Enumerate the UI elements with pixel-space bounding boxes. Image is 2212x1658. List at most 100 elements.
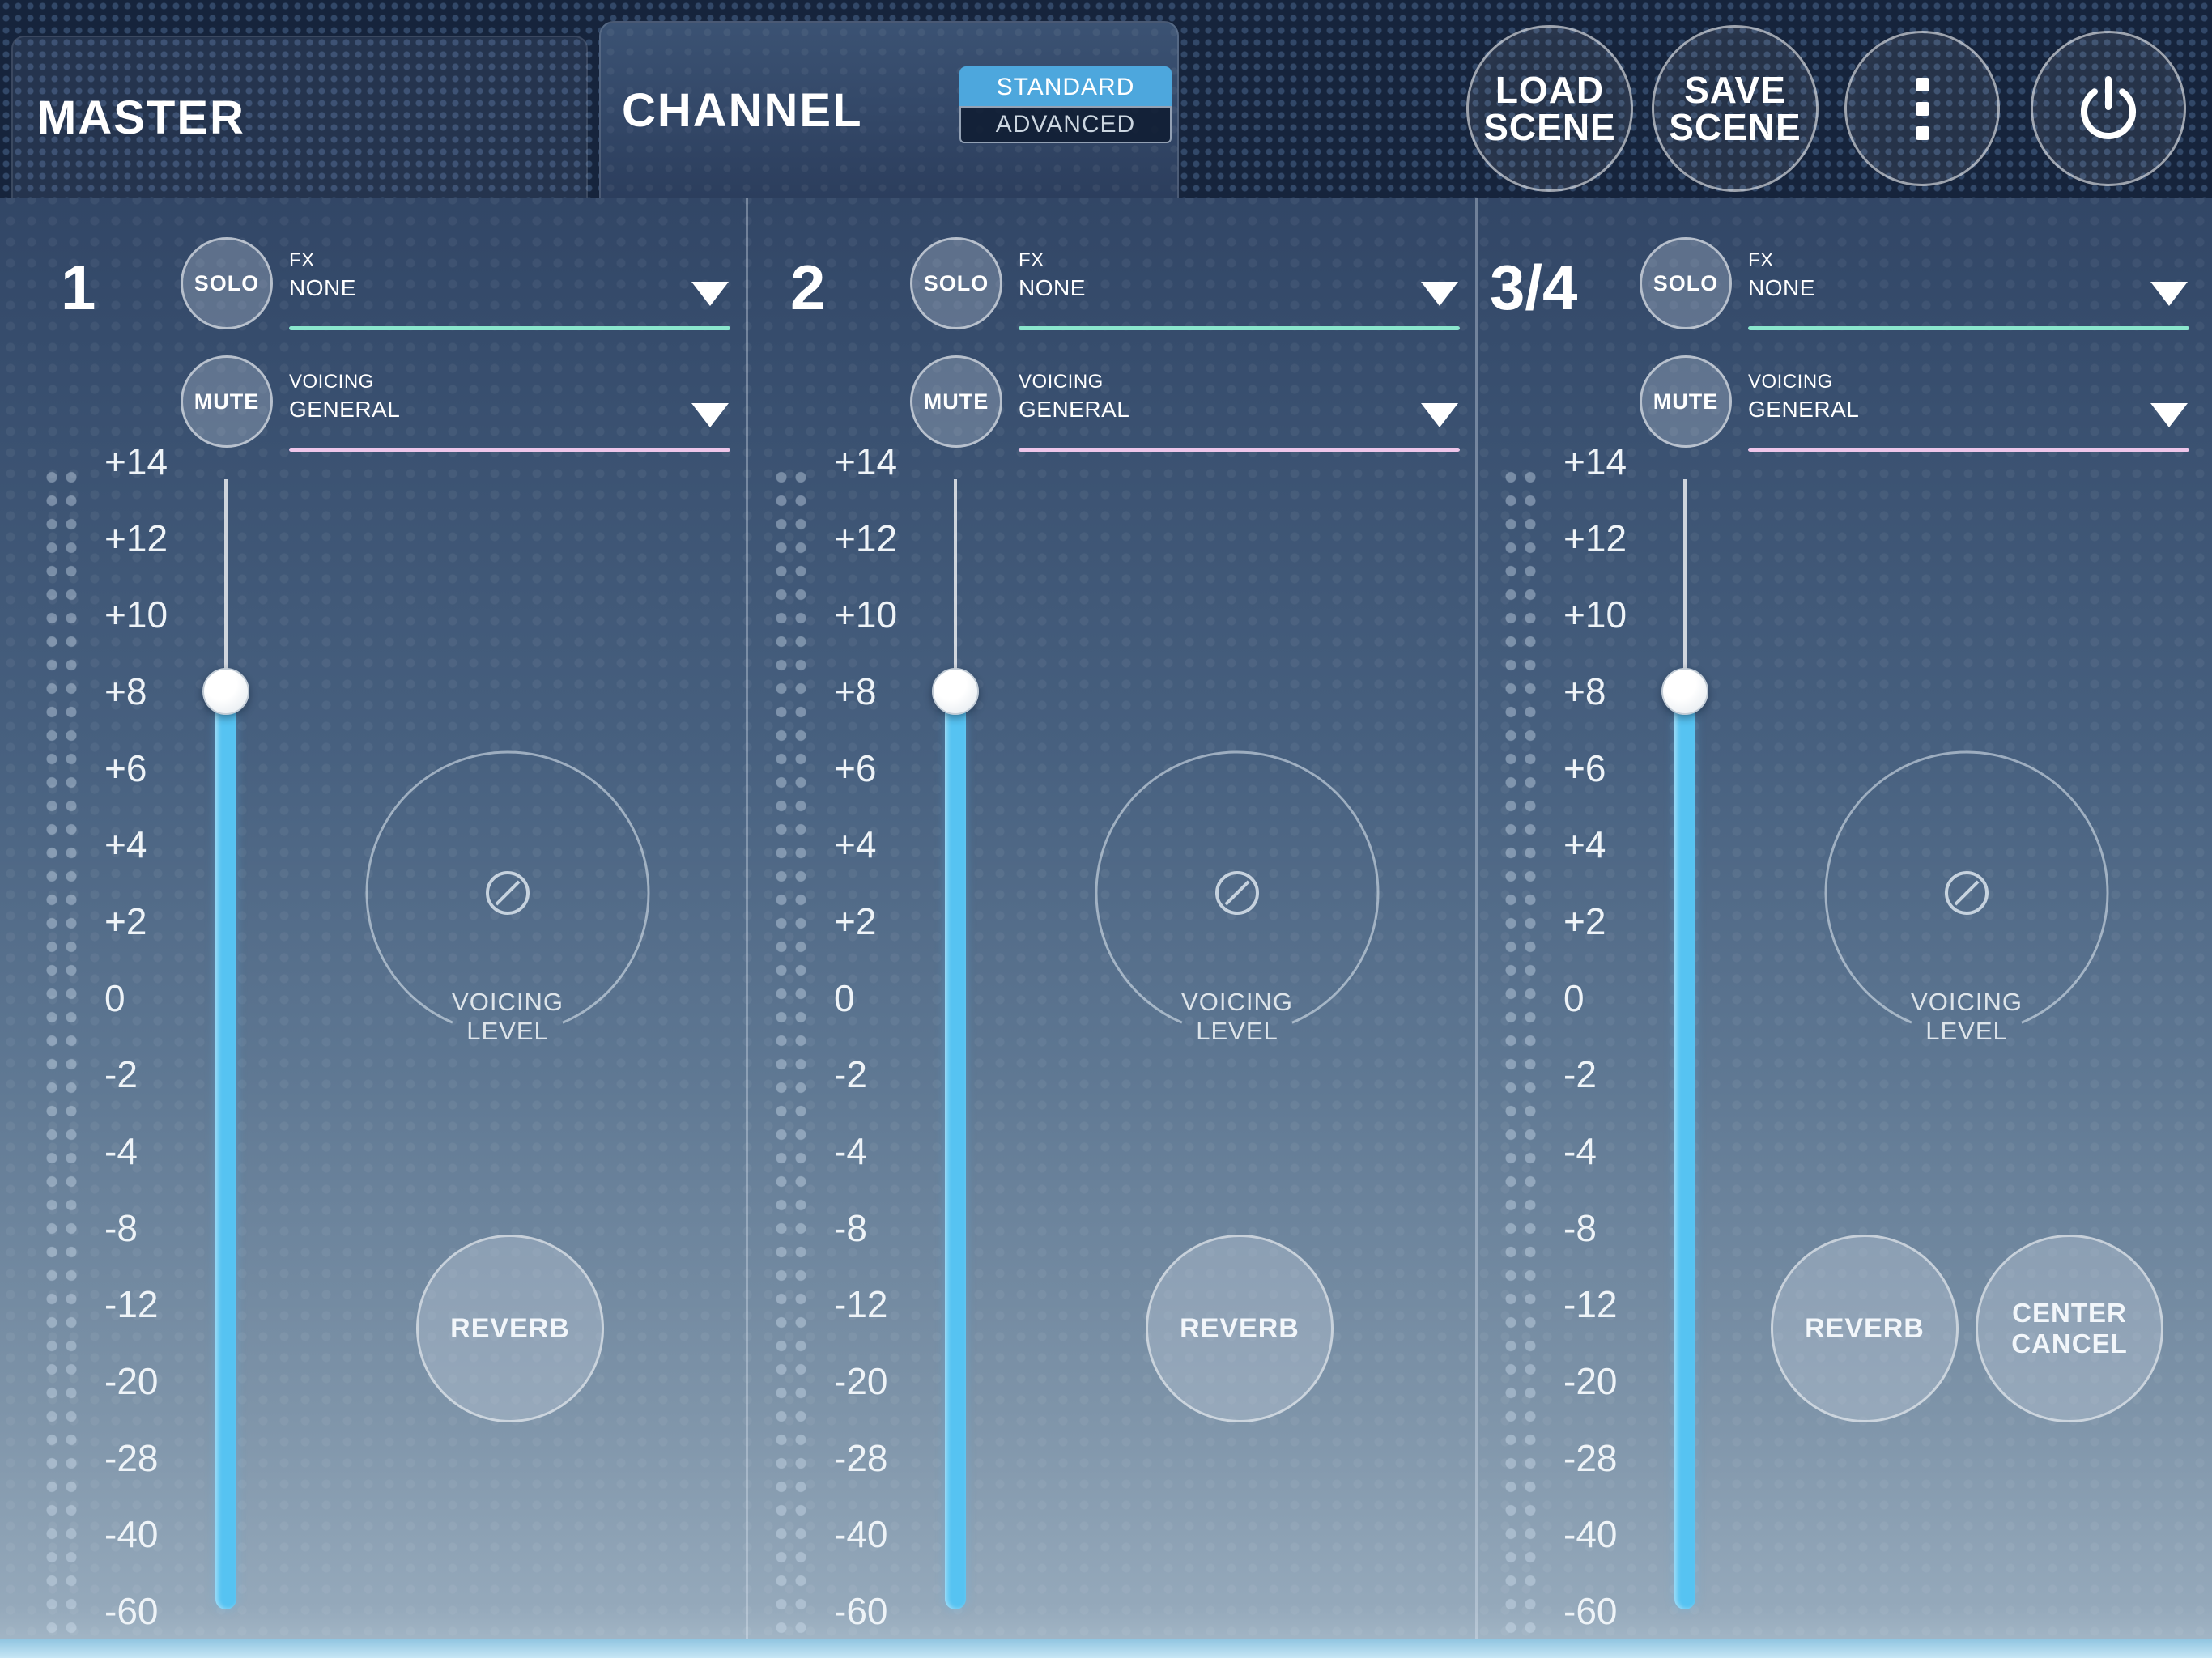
fader-scale-tick: -4 — [104, 1130, 138, 1173]
fader-scale-tick: -2 — [834, 1053, 867, 1096]
fader-scale: +14 +12 +10 +8 +6 +4 +2 0 -2 -4 -8 -12 -20 -28 -40 -60 — [730, 198, 916, 1639]
fader-scale-tick: -8 — [1563, 1206, 1597, 1249]
voicing-level-label-line1: VOICING — [1181, 988, 1293, 1016]
mute-button[interactable]: MUTE — [910, 355, 1002, 448]
fader-scale-tick: -28 — [1563, 1436, 1618, 1479]
fader-scale-tick: -40 — [1563, 1513, 1618, 1556]
bottom-glow-bar — [0, 1639, 2212, 1658]
tab-channel-label: CHANNEL — [622, 83, 863, 137]
channel-number: 2 — [790, 252, 826, 323]
voicing-dropdown[interactable]: VOICING GENERAL — [1748, 369, 2189, 452]
voicing-dropdown-value: GENERAL — [1019, 397, 1130, 422]
fx-dropdown-value: NONE — [1748, 275, 1815, 300]
fader-scale-tick: 0 — [834, 976, 855, 1019]
voicing-level-knob[interactable] — [1821, 747, 2112, 1039]
fader-scale-tick: +10 — [1563, 593, 1627, 636]
fx-dropdown[interactable]: FX NONE — [1748, 248, 2189, 330]
fader-scale-tick: -8 — [834, 1206, 867, 1249]
mute-button[interactable]: MUTE — [1640, 355, 1732, 448]
strip-divider — [746, 198, 748, 1639]
reverb-button[interactable]: REVERB — [1771, 1235, 1959, 1422]
power-icon — [2081, 76, 2136, 139]
fader-knob[interactable] — [932, 668, 979, 715]
fader-track-fill[interactable] — [945, 691, 966, 1609]
center-cancel-label-line2: CANCEL — [2011, 1329, 2128, 1358]
fader-scale-tick: +6 — [104, 746, 147, 789]
level-meter-dots — [1501, 466, 1540, 1638]
fx-dropdown-label: FX — [1748, 249, 1774, 271]
voicing-dropdown-label: VOICING — [289, 371, 374, 393]
fader-scale-tick: +6 — [1563, 746, 1606, 789]
level-meter-dots — [772, 466, 810, 1638]
tab-master[interactable]: MASTER — [11, 36, 588, 198]
power-button[interactable] — [2031, 31, 2186, 186]
fader-scale-tick: +2 — [104, 900, 147, 943]
fader-scale-tick: +14 — [104, 440, 168, 483]
chevron-down-icon — [691, 282, 729, 306]
voicing-dropdown-label: VOICING — [1019, 371, 1104, 393]
channel-number: 1 — [61, 252, 96, 323]
voicing-level-label-line2: LEVEL — [1196, 1017, 1278, 1045]
fader-scale-tick: -12 — [834, 1283, 888, 1326]
fader-knob[interactable] — [202, 668, 249, 715]
fader-scale-tick: -12 — [104, 1283, 159, 1326]
voicing-dropdown-value: GENERAL — [289, 397, 401, 422]
reverb-button[interactable]: REVERB — [416, 1235, 604, 1422]
fader-scale-tick: +14 — [1563, 440, 1627, 483]
chevron-down-icon — [2150, 403, 2188, 427]
header-bar: MASTER CHANNEL STANDARD ADVANCED LOAD SC… — [0, 0, 2212, 198]
fader-scale-tick: -12 — [1563, 1283, 1618, 1326]
channel-strip-2: 2 SOLO MUTE FX NONE VOICING GENERAL +14 +… — [730, 198, 1482, 1639]
voicing-dropdown[interactable]: VOICING GENERAL — [289, 369, 730, 452]
mode-option-advanced[interactable]: ADVANCED — [959, 106, 1172, 143]
fader-scale-tick: +8 — [1563, 670, 1606, 712]
fader-scale-tick: -20 — [1563, 1360, 1618, 1403]
fader-scale-tick: +12 — [834, 517, 898, 559]
fader-scale-tick: -2 — [104, 1053, 138, 1096]
load-scene-button[interactable]: LOAD SCENE — [1466, 25, 1633, 192]
mute-button[interactable]: MUTE — [181, 355, 273, 448]
fader-scale-tick: -28 — [834, 1436, 888, 1479]
voicing-dropdown-label: VOICING — [1748, 371, 1833, 393]
fader-knob[interactable] — [1661, 668, 1708, 715]
voicing-dropdown[interactable]: VOICING GENERAL — [1019, 369, 1460, 452]
fader-track-fill[interactable] — [1674, 691, 1695, 1609]
solo-button[interactable]: SOLO — [910, 237, 1002, 329]
no-voicing-icon — [1215, 871, 1259, 915]
fader-line — [954, 479, 957, 691]
fader-track-fill[interactable] — [215, 691, 236, 1609]
fader-scale-tick: -8 — [104, 1206, 138, 1249]
fader-scale-tick: +2 — [834, 900, 877, 943]
voicing-level-label-line1: VOICING — [452, 988, 564, 1016]
save-scene-button[interactable]: SAVE SCENE — [1652, 25, 1819, 192]
fader-scale-tick: +10 — [104, 593, 168, 636]
channel-strip-1: 1 SOLO MUTE FX NONE VOICING GENERAL +14 +… — [0, 198, 753, 1639]
fader-scale-tick: -4 — [1563, 1130, 1597, 1173]
reverb-button[interactable]: REVERB — [1146, 1235, 1334, 1422]
voicing-level-label: VOICING LEVEL — [362, 988, 653, 1046]
menu-button[interactable] — [1844, 31, 2000, 186]
level-meter-dots — [42, 466, 81, 1638]
fx-dropdown-value: NONE — [289, 275, 356, 300]
voicing-level-label: VOICING LEVEL — [1821, 988, 2112, 1046]
fader-scale-tick: -60 — [1563, 1590, 1618, 1633]
fader-scale-tick: -28 — [104, 1436, 159, 1479]
channel-number: 3/4 — [1490, 252, 1578, 323]
mode-toggle: STANDARD ADVANCED — [959, 66, 1172, 143]
fader-line — [1683, 479, 1687, 691]
voicing-level-knob[interactable] — [1091, 747, 1383, 1039]
fx-dropdown-underline — [1748, 326, 2189, 330]
fx-dropdown-label: FX — [289, 249, 315, 271]
fx-dropdown[interactable]: FX NONE — [1019, 248, 1460, 330]
fader-scale-tick: +2 — [1563, 900, 1606, 943]
mode-option-standard[interactable]: STANDARD — [959, 66, 1172, 106]
fx-dropdown[interactable]: FX NONE — [289, 248, 730, 330]
voicing-level-label-line2: LEVEL — [1925, 1017, 2008, 1045]
fader-scale: +14 +12 +10 +8 +6 +4 +2 0 -2 -4 -8 -12 -20 -28 -40 -60 — [0, 198, 186, 1639]
center-cancel-button[interactable]: CENTER CANCEL — [1976, 1235, 2163, 1422]
solo-button[interactable]: SOLO — [1640, 237, 1732, 329]
center-cancel-label-line1: CENTER — [2012, 1298, 2127, 1328]
solo-button[interactable]: SOLO — [181, 237, 273, 329]
no-voicing-icon — [1945, 871, 1989, 915]
voicing-level-knob[interactable] — [362, 747, 653, 1039]
